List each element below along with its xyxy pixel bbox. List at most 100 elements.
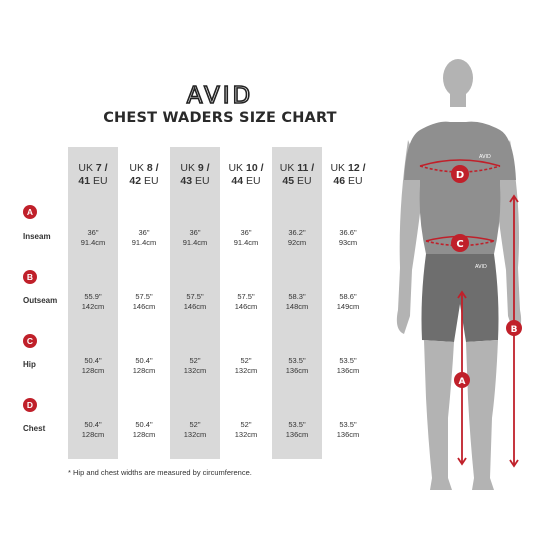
cell-inches: 53.5": [288, 356, 306, 365]
size-header: UK 12 / 46 EU: [323, 162, 373, 188]
marker-a-label: A: [459, 377, 466, 387]
cell-inches: 50.4": [84, 420, 102, 429]
table-cell: 52" 132cm: [221, 420, 271, 439]
size-header-sep: /: [203, 162, 210, 174]
size-header-eu-suffix: EU: [294, 175, 312, 187]
cell-cm: 148cm: [285, 301, 309, 311]
marker-d-label: D: [456, 170, 464, 181]
cell-inches: 36": [138, 228, 150, 237]
row-badge: A: [23, 205, 37, 219]
marker-b-label: B: [511, 325, 518, 335]
row-badge: C: [23, 334, 37, 348]
size-header-uk-num: 12: [347, 162, 360, 174]
figure-shirt: [404, 121, 516, 254]
cell-inches: 52": [240, 420, 252, 429]
cell-inches: 36": [189, 228, 201, 237]
size-header-uk-num: 10: [245, 162, 258, 174]
cell-inches: 52": [189, 420, 201, 429]
cell-cm: 136cm: [285, 365, 309, 375]
row-label: Inseam: [23, 232, 51, 241]
figure-left-arm: [396, 140, 424, 334]
row-badge: D: [23, 398, 37, 412]
cell-cm: 132cm: [234, 365, 258, 375]
cell-inches: 50.4": [135, 420, 153, 429]
shirt-logo: AVID: [479, 154, 491, 160]
cell-inches: 57.5": [135, 292, 153, 301]
size-header: UK 9 / 43 EU: [170, 162, 220, 188]
table-cell: 53.5" 136cm: [272, 420, 322, 439]
size-header: UK 11 / 45 EU: [272, 162, 322, 188]
cell-inches: 52": [189, 356, 201, 365]
figure-shorts: [421, 254, 499, 342]
size-header-uk-num: 11: [297, 162, 309, 174]
table-cell: 55.9" 142cm: [68, 292, 118, 311]
cell-inches: 53.5": [339, 356, 357, 365]
size-header: UK 8 / 42 EU: [119, 162, 169, 188]
cell-cm: 128cm: [81, 365, 105, 375]
table-cell: 57.5" 146cm: [170, 292, 220, 311]
size-header-eu-num: 42: [129, 175, 142, 187]
cell-cm: 91.4cm: [182, 237, 208, 247]
cell-cm: 146cm: [234, 301, 258, 311]
table-cell: 50.4" 128cm: [119, 420, 169, 439]
cell-inches: 52": [240, 356, 252, 365]
size-column-band: [68, 147, 118, 459]
table-cell: 36" 91.4cm: [221, 228, 271, 247]
row-badge: B: [23, 270, 37, 284]
size-column-band: [272, 147, 322, 459]
size-header-eu-suffix: EU: [141, 175, 159, 187]
table-cell: 57.5" 146cm: [119, 292, 169, 311]
cell-cm: 136cm: [285, 429, 309, 439]
size-header-uk-prefix: UK: [129, 162, 147, 174]
table-cell: 50.4" 128cm: [119, 356, 169, 375]
cell-cm: 91.4cm: [131, 237, 157, 247]
cell-cm: 132cm: [183, 365, 207, 375]
cell-cm: 142cm: [81, 301, 105, 311]
size-header-uk-num: 8: [146, 162, 153, 174]
figure-left-leg: [424, 340, 454, 490]
shorts-logo: AVID: [475, 264, 487, 270]
row-label: Outseam: [23, 296, 58, 305]
marker-c-label: C: [456, 239, 463, 250]
size-header: UK 10 / 44 EU: [221, 162, 271, 188]
logo-text: AVID: [187, 83, 254, 108]
cell-cm: 128cm: [132, 429, 156, 439]
table-cell: 58.6" 149cm: [323, 292, 373, 311]
size-column-band: [170, 147, 220, 459]
size-header-eu-num: 43: [180, 175, 193, 187]
size-header-uk-prefix: UK: [78, 162, 96, 174]
table-cell: 58.3" 148cm: [272, 292, 322, 311]
table-cell: 52" 132cm: [170, 356, 220, 375]
cell-cm: 93cm: [338, 237, 358, 247]
size-header: UK 7 / 41 EU: [68, 162, 118, 188]
footnote: * Hip and chest widths are measured by c…: [68, 468, 252, 477]
cell-cm: 132cm: [234, 429, 258, 439]
cell-cm: 146cm: [183, 301, 207, 311]
marker-b: [506, 320, 522, 336]
figure-head: [443, 59, 473, 97]
cell-inches: 57.5": [237, 292, 255, 301]
size-header-eu-suffix: EU: [192, 175, 210, 187]
avid-logo: AVID: [186, 82, 254, 108]
cell-inches: 36.6": [339, 228, 357, 237]
cell-cm: 132cm: [183, 429, 207, 439]
table-cell: 36.2" 92cm: [272, 228, 322, 247]
table-cell: 53.5" 136cm: [272, 356, 322, 375]
cell-cm: 149cm: [336, 301, 360, 311]
cell-cm: 92cm: [287, 237, 307, 247]
size-header-eu-num: 44: [231, 175, 244, 187]
size-header-eu-suffix: EU: [90, 175, 108, 187]
size-header-sep: /: [359, 162, 366, 174]
figure-neck: [450, 93, 466, 107]
cell-inches: 58.3": [288, 292, 306, 301]
size-header-sep: /: [257, 162, 264, 174]
marker-d: [451, 165, 469, 183]
cell-inches: 55.9": [84, 292, 102, 301]
cell-cm: 146cm: [132, 301, 156, 311]
table-cell: 57.5" 146cm: [221, 292, 271, 311]
size-header-eu-num: 46: [333, 175, 346, 187]
cell-cm: 91.4cm: [233, 237, 259, 247]
cell-cm: 91.4cm: [80, 237, 106, 247]
table-cell: 53.5" 136cm: [323, 356, 373, 375]
cell-inches: 36": [87, 228, 99, 237]
